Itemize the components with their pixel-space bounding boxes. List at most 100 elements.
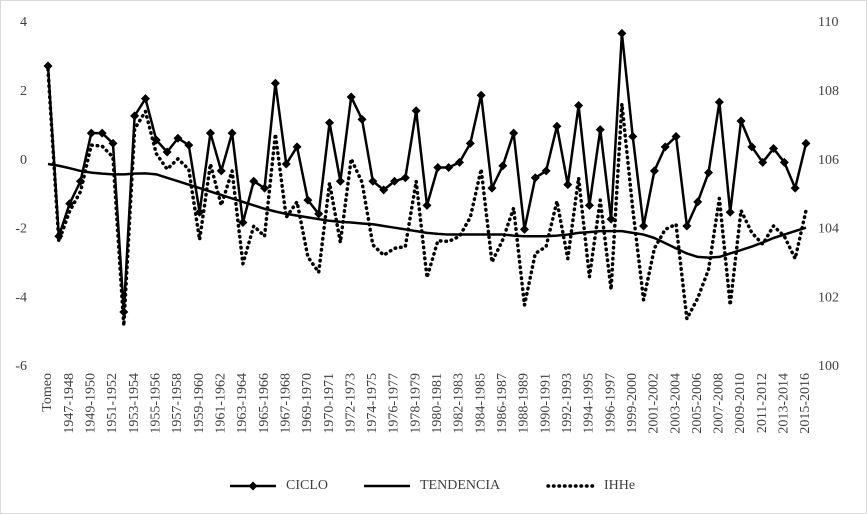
data-point bbox=[335, 176, 345, 186]
x-tick-label: 1947-1948 bbox=[62, 373, 77, 434]
data-point bbox=[476, 90, 486, 100]
series-line bbox=[46, 67, 808, 328]
legend-label: TENDENCIA bbox=[420, 478, 501, 493]
y2-tick-label: 102 bbox=[818, 290, 839, 305]
data-point bbox=[303, 195, 313, 205]
series-line bbox=[47, 162, 807, 259]
legend-label: IHHe bbox=[604, 478, 635, 493]
x-tick-label: 1965-1966 bbox=[257, 373, 272, 434]
data-point bbox=[292, 142, 302, 152]
data-point bbox=[552, 121, 562, 131]
x-tick-label: 1957-1958 bbox=[170, 373, 185, 434]
data-point bbox=[216, 166, 226, 176]
x-tick-label: 2009-2010 bbox=[733, 373, 748, 434]
x-tick-label: 1996-1997 bbox=[603, 373, 618, 434]
data-point bbox=[509, 128, 519, 138]
x-tick-label: 1969-1970 bbox=[300, 373, 315, 434]
data-point bbox=[747, 142, 757, 152]
x-tick-label: 1984-1985 bbox=[473, 373, 488, 434]
data-point bbox=[400, 173, 410, 183]
y2-tick-label: 110 bbox=[818, 15, 838, 30]
x-tick-label: 2015-2016 bbox=[798, 373, 813, 434]
data-point bbox=[628, 132, 638, 142]
data-point bbox=[769, 144, 779, 154]
data-point bbox=[422, 200, 432, 210]
x-tick-label: 1990-1991 bbox=[538, 373, 553, 434]
x-tick-label: 1959-1960 bbox=[192, 373, 207, 434]
data-point bbox=[801, 138, 811, 148]
y2-tick-label: 108 bbox=[818, 84, 839, 99]
x-tick-label: 1953-1954 bbox=[127, 373, 142, 434]
data-point bbox=[325, 118, 335, 128]
data-point bbox=[86, 128, 96, 138]
x-tick-label: 1970-1971 bbox=[322, 373, 337, 434]
data-point bbox=[519, 224, 529, 234]
x-tick-label: Tomeo bbox=[40, 373, 55, 412]
y2-tick-label: 100 bbox=[818, 359, 839, 374]
y-tick-label: -2 bbox=[15, 222, 27, 237]
x-tick-label: 1976-1977 bbox=[387, 373, 402, 434]
x-tick-label: 2001-2002 bbox=[647, 373, 662, 434]
data-point bbox=[162, 147, 172, 157]
data-point bbox=[563, 180, 573, 190]
data-point bbox=[249, 176, 259, 186]
y2-tick-label: 106 bbox=[818, 153, 839, 168]
data-point bbox=[714, 97, 724, 107]
x-tick-label: 1974-1975 bbox=[365, 373, 380, 434]
data-point bbox=[487, 183, 497, 193]
x-tick-label: 1978-1979 bbox=[408, 373, 423, 434]
data-point bbox=[390, 176, 400, 186]
x-tick-label: 2003-2004 bbox=[668, 373, 683, 434]
x-tick-label: 1955-1956 bbox=[149, 373, 164, 434]
x-tick-label: 1992-1993 bbox=[560, 373, 575, 434]
y-tick-label: 0 bbox=[20, 153, 27, 168]
data-point bbox=[584, 200, 594, 210]
data-point bbox=[541, 166, 551, 176]
y-tick-label: 4 bbox=[20, 15, 27, 30]
data-point bbox=[736, 116, 746, 126]
data-point bbox=[43, 61, 53, 71]
data-point bbox=[281, 159, 291, 169]
data-point bbox=[693, 197, 703, 207]
x-tick-label: 2007-2008 bbox=[712, 373, 727, 434]
x-tick-label: 2013-2014 bbox=[777, 373, 792, 434]
data-point bbox=[465, 138, 475, 148]
data-point bbox=[433, 162, 443, 172]
x-tick-label: 1980-1981 bbox=[430, 373, 445, 434]
legend-marker bbox=[248, 481, 258, 491]
data-point bbox=[314, 209, 324, 219]
data-point bbox=[357, 114, 367, 124]
data-point bbox=[617, 28, 627, 38]
data-point bbox=[227, 128, 237, 138]
x-tick-label: 1988-1989 bbox=[517, 373, 532, 434]
x-tick-label: 1986-1987 bbox=[495, 373, 510, 434]
data-point bbox=[108, 138, 118, 148]
data-point bbox=[779, 157, 789, 167]
x-tick-label: 1994-1995 bbox=[582, 373, 597, 434]
data-point bbox=[205, 128, 215, 138]
x-tick-label: 1999-2000 bbox=[625, 373, 640, 434]
x-tick-label: 1949-1950 bbox=[84, 373, 99, 434]
data-point bbox=[260, 183, 270, 193]
y-tick-label: 2 bbox=[20, 84, 27, 99]
x-tick-label: 1972-1973 bbox=[343, 373, 358, 434]
data-point bbox=[411, 106, 421, 116]
data-point bbox=[346, 92, 356, 102]
data-point bbox=[606, 214, 616, 224]
data-point bbox=[97, 128, 107, 138]
data-point bbox=[238, 218, 248, 228]
x-tick-label: 1963-1964 bbox=[235, 373, 250, 434]
x-tick-label: 2005-2006 bbox=[690, 373, 705, 434]
x-tick-label: 1961-1962 bbox=[213, 373, 228, 434]
x-tick-label: 1982-1983 bbox=[452, 373, 467, 434]
data-point bbox=[790, 183, 800, 193]
data-point bbox=[574, 101, 584, 111]
data-point bbox=[660, 142, 670, 152]
data-point bbox=[454, 157, 464, 167]
data-point bbox=[530, 173, 540, 183]
data-point bbox=[368, 176, 378, 186]
x-tick-label: 2011-2012 bbox=[755, 373, 770, 433]
data-point bbox=[270, 78, 280, 88]
legend-label: CICLO bbox=[286, 478, 328, 493]
